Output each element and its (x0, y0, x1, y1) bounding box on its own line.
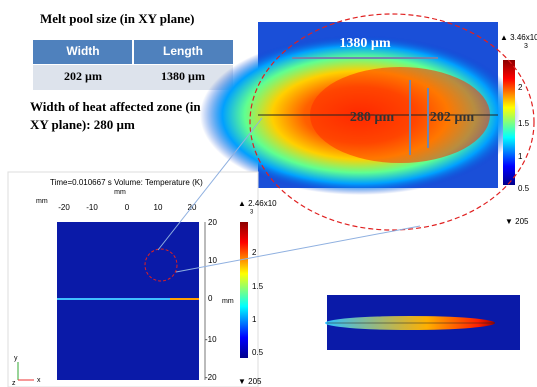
zoom-circle (144, 248, 178, 282)
colorbar-tick: 1 (518, 152, 523, 161)
colorbar-exponent: 3 (250, 210, 254, 216)
x-tick: 20 (188, 203, 197, 212)
colorbar-exponent: 3 (524, 43, 528, 50)
colorbar-min: ▼ 205 (238, 377, 262, 386)
y-tick: -20 (205, 373, 217, 382)
cell: 202 µm (64, 69, 102, 83)
zoom-line (175, 225, 421, 273)
cell: 1380 µm (161, 69, 205, 83)
axis-label: x (37, 377, 41, 384)
colorbar-tick: 1.5 (518, 119, 530, 128)
y-tick: -10 (205, 335, 217, 344)
haz-note: Width of heat affected zone (in (30, 99, 201, 114)
y-tick: 10 (208, 256, 217, 265)
colorbar-min: ▼ 205 (505, 217, 529, 226)
x-tick: 0 (125, 203, 130, 212)
y-tick: 20 (208, 218, 217, 227)
dimension-label: 202 µm (430, 110, 475, 125)
colorbar-max: ▲ 2.46x10 (238, 199, 277, 208)
dimension-label: 1380 µm (339, 36, 391, 51)
header-cell: Length (163, 44, 203, 58)
colorbar-tick: 2 (252, 248, 257, 257)
y-tick: 0 (208, 294, 213, 303)
colorbar (503, 60, 515, 185)
zoom-circle (249, 13, 535, 231)
colorbar-tick: 0.5 (518, 184, 530, 193)
x-tick: -10 (86, 203, 98, 212)
y-unit: mm (222, 298, 234, 305)
sim-title: Time=0.010667 s Volume: Temperature (K) (50, 178, 203, 187)
colorbar-tick: 1 (252, 315, 257, 324)
colorbar-tick: 1.5 (252, 282, 264, 291)
table-row (33, 65, 233, 90)
axis-label: z (12, 380, 16, 387)
haz-note: XY plane): 280 µm (30, 117, 135, 132)
table-title: Melt pool size (in XY plane) (40, 11, 194, 26)
axis-label: y (14, 355, 18, 362)
header-cell: Width (66, 44, 99, 58)
colorbar-max: ▲ 3.46x10 (500, 33, 537, 42)
zoom-line (157, 117, 263, 251)
corner-unit: mm (36, 198, 48, 205)
x-tick: 10 (154, 203, 163, 212)
colorbar-tick: 2 (518, 83, 523, 92)
x-unit: mm (114, 189, 126, 196)
sim-plot (57, 222, 199, 380)
colorbar-tick: 0.5 (252, 348, 264, 357)
x-tick: -20 (58, 203, 70, 212)
dimension-label: 280 µm (350, 110, 395, 125)
colorbar (240, 222, 248, 358)
